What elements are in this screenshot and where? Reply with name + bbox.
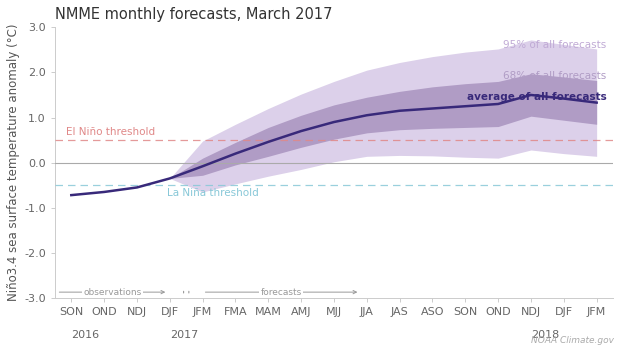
Text: El Niño threshold: El Niño threshold [66, 127, 155, 137]
Text: 2018: 2018 [531, 330, 559, 340]
Text: observations: observations [83, 288, 141, 297]
Text: 2017: 2017 [170, 330, 198, 340]
Text: NMME monthly forecasts, March 2017: NMME monthly forecasts, March 2017 [55, 7, 332, 22]
Text: 2016: 2016 [71, 330, 99, 340]
Text: 95% of all forecasts: 95% of all forecasts [503, 40, 606, 50]
Text: NOAA Climate.gov: NOAA Climate.gov [531, 336, 614, 345]
Text: average of all forecasts: average of all forecasts [467, 92, 606, 102]
Text: La Niña threshold: La Niña threshold [167, 188, 259, 198]
Text: 68% of all forecasts: 68% of all forecasts [503, 71, 606, 81]
Text: forecasts: forecasts [261, 288, 302, 297]
Y-axis label: Niño3.4 sea surface temperature anomaly (°C): Niño3.4 sea surface temperature anomaly … [7, 24, 20, 302]
